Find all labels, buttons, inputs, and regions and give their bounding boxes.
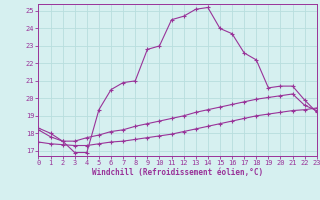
X-axis label: Windchill (Refroidissement éolien,°C): Windchill (Refroidissement éolien,°C) [92, 168, 263, 177]
